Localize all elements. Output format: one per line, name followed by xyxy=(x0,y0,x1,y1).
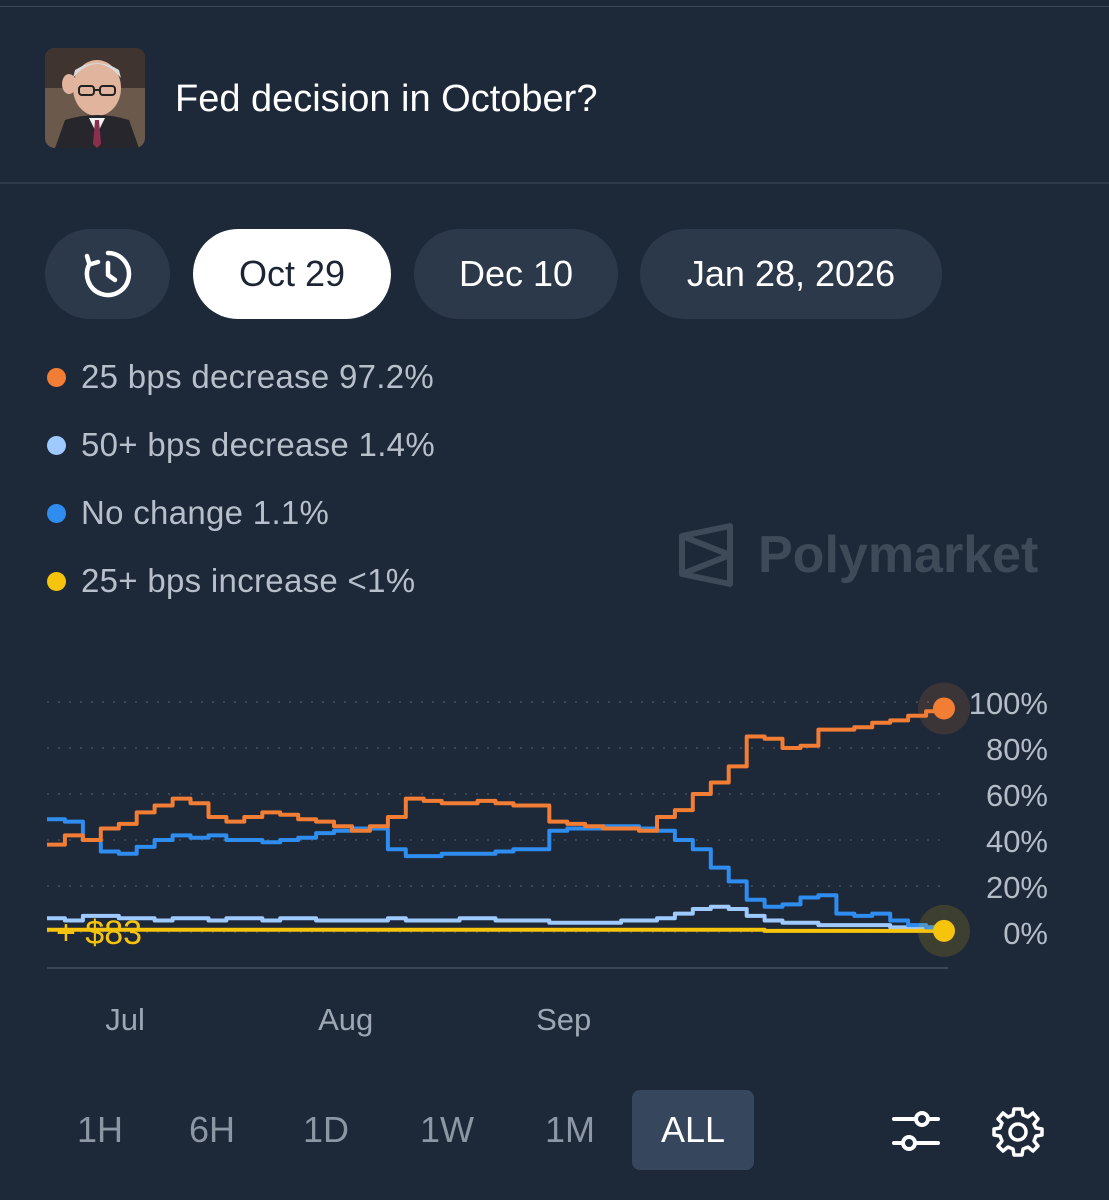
tab-1w[interactable]: 1W xyxy=(420,1109,474,1150)
legend-dot xyxy=(47,435,66,455)
legend-item-25bps-decrease: 25 bps decrease 97.2% xyxy=(47,352,434,402)
market-title: Fed decision in October? xyxy=(175,78,598,120)
legend-item-50bps-decrease: 50+ bps decrease 1.4% xyxy=(47,420,435,470)
watermark-text: Polymarket xyxy=(758,526,1039,584)
legend-dot xyxy=(47,503,66,523)
series-line xyxy=(47,708,946,847)
tab-1d[interactable]: 1D xyxy=(302,1109,350,1150)
polymarket-watermark: Polymarket xyxy=(676,522,1038,588)
history-clock-icon xyxy=(84,250,131,298)
series-end-dot xyxy=(933,697,955,720)
legend-item-no-change: No change 1.1% xyxy=(47,488,329,538)
series-lines xyxy=(47,708,946,933)
tab-1m[interactable]: 1M xyxy=(544,1109,595,1150)
tab-oct-29[interactable]: Oct 29 xyxy=(193,229,391,319)
tab-jan-28-2026[interactable]: Jan 28, 2026 xyxy=(640,229,942,319)
legend-label: No change 1.1% xyxy=(81,494,330,531)
price-history-chart[interactable]: 100% 80% 60% 40% 20% 0% Jul Aug Sep + $83 xyxy=(0,660,1109,1060)
x-tick-label: Sep xyxy=(536,1002,591,1037)
sliders-icon[interactable] xyxy=(890,1105,942,1157)
legend-dot xyxy=(47,367,66,387)
series-line xyxy=(47,927,944,933)
legend-dot xyxy=(47,571,66,591)
market-header: Fed decision in October? xyxy=(0,6,1109,184)
time-range-tabs: 1H 6H 1D 1W 1M ALL xyxy=(0,1090,1109,1170)
y-tick-label: 20% xyxy=(986,870,1048,905)
y-tick-label: 80% xyxy=(986,732,1048,767)
x-tick-label: Aug xyxy=(318,1002,373,1037)
x-axis-labels: Jul Aug Sep xyxy=(105,1002,591,1037)
top-divider xyxy=(0,0,1109,7)
x-tick-label: Jul xyxy=(105,1002,145,1037)
legend-label: 25+ bps increase <1% xyxy=(81,562,416,599)
y-axis-labels: 100% 80% 60% 40% 20% 0% xyxy=(969,686,1048,951)
polymarket-logo-icon xyxy=(679,523,733,587)
gear-icon[interactable] xyxy=(992,1105,1044,1157)
position-annotation: + $83 xyxy=(56,914,142,952)
series-endpoints xyxy=(918,682,970,957)
y-tick-label: 100% xyxy=(969,686,1048,721)
series-end-dot xyxy=(933,919,955,942)
legend-item-25bps-increase: 25+ bps increase <1% xyxy=(47,556,415,606)
y-tick-label: 40% xyxy=(986,824,1048,859)
tab-dec-10[interactable]: Dec 10 xyxy=(414,229,618,319)
legend-label: 50+ bps decrease 1.4% xyxy=(81,426,435,463)
market-avatar[interactable] xyxy=(45,48,145,148)
y-tick-label: 0% xyxy=(1003,916,1048,951)
series-line xyxy=(47,817,946,930)
legend-label: 25 bps decrease 97.2% xyxy=(81,358,435,395)
tab-all[interactable]: ALL xyxy=(632,1090,754,1170)
history-button[interactable] xyxy=(45,229,170,319)
series-line xyxy=(47,904,946,930)
tab-1h[interactable]: 1H xyxy=(76,1109,124,1150)
tab-6h[interactable]: 6H xyxy=(188,1109,236,1150)
y-tick-label: 60% xyxy=(986,778,1048,813)
